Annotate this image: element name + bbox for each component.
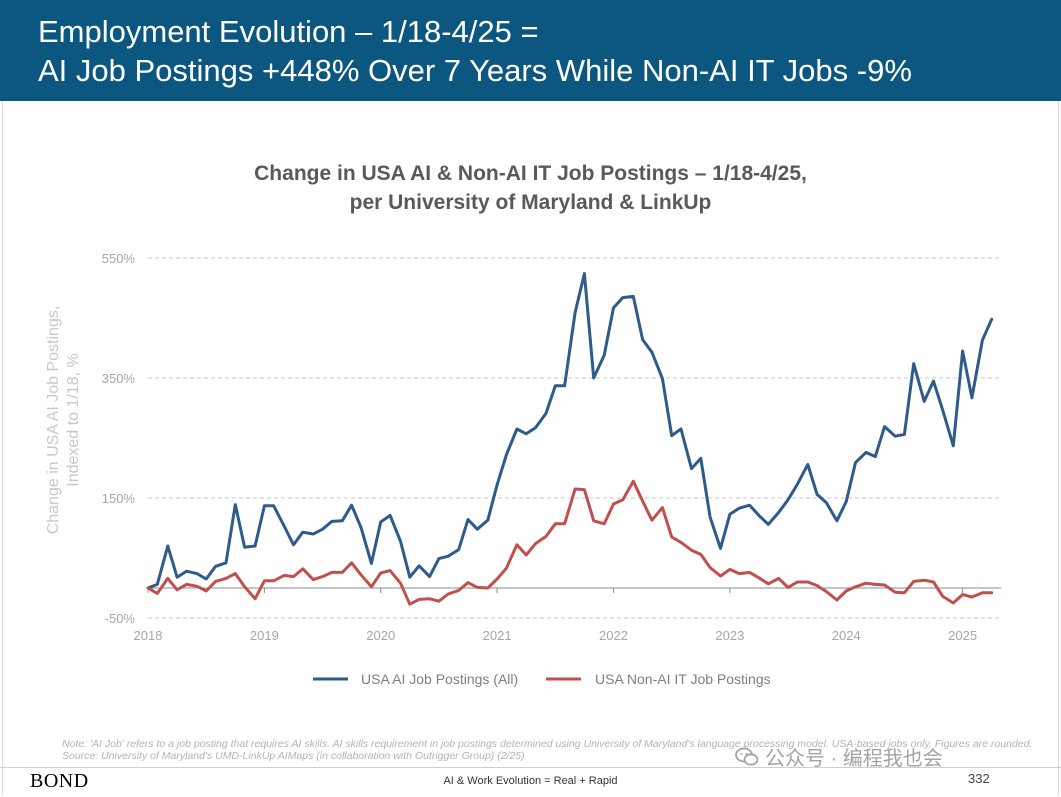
chart-title-line-1: Change in USA AI & Non-AI IT Job Posting… — [254, 162, 807, 185]
title-banner: Employment Evolution – 1/18-4/25 = AI Jo… — [0, 0, 1061, 101]
y-tick-label: 550% — [102, 251, 136, 266]
watermark-text: 公众号 · 编程我也会 — [765, 748, 943, 770]
grid — [148, 257, 1001, 619]
wechat-icon — [735, 747, 759, 767]
x-tick-label: 2024 — [832, 628, 861, 643]
y-axis-label: Change in USA AI Job Postings, Indexed t… — [45, 306, 82, 535]
series — [146, 272, 994, 606]
series-line-ai-postings — [146, 272, 994, 590]
y-axis-ticks: -50% 150% 350% 550% — [102, 251, 136, 626]
legend-label: USA AI Job Postings (All) — [361, 671, 518, 687]
page-number: 332 — [968, 771, 990, 786]
footer-divider — [0, 767, 1061, 768]
footer-caption: AI & Work Evolution = Real + Rapid — [443, 775, 618, 787]
legend-label: USA Non-AI IT Job Postings — [595, 671, 771, 687]
slide-frame — [2, 101, 1059, 795]
chart-title-line-2: per University of Maryland & LinkUp — [349, 191, 712, 214]
page-title-line-1: Employment Evolution – 1/18-4/25 = — [38, 14, 539, 49]
x-axis-ticks: 2018 2019 2020 2021 2022 2023 2024 2025 — [134, 588, 977, 643]
brand-logo: BOND — [30, 770, 89, 792]
x-tick-label: 2018 — [134, 628, 163, 643]
y-tick-label: -50% — [105, 611, 136, 626]
x-tick-label: 2023 — [715, 628, 744, 643]
x-tick-label: 2021 — [483, 628, 512, 643]
x-tick-label: 2025 — [948, 628, 977, 643]
y-tick-label: 350% — [102, 371, 136, 386]
watermark: 公众号 · 编程我也会 — [735, 742, 943, 771]
x-tick-label: 2020 — [366, 628, 395, 643]
series-line-non-ai-it-postings — [146, 479, 994, 606]
x-tick-label: 2022 — [599, 628, 628, 643]
y-axis-label-line-1: Change in USA AI Job Postings, — [45, 306, 62, 535]
source-note: Note: 'AI Job' refers to a job posting t… — [62, 738, 1033, 762]
x-tick-label: 2019 — [250, 628, 279, 643]
page-title-line-2: AI Job Postings +448% Over 7 Years While… — [38, 53, 912, 88]
legend: USA AI Job Postings (All) USA Non-AI IT J… — [313, 671, 771, 687]
y-axis-label-line-2: Indexed to 1/18, % — [65, 353, 82, 486]
y-tick-label: 150% — [102, 491, 136, 506]
